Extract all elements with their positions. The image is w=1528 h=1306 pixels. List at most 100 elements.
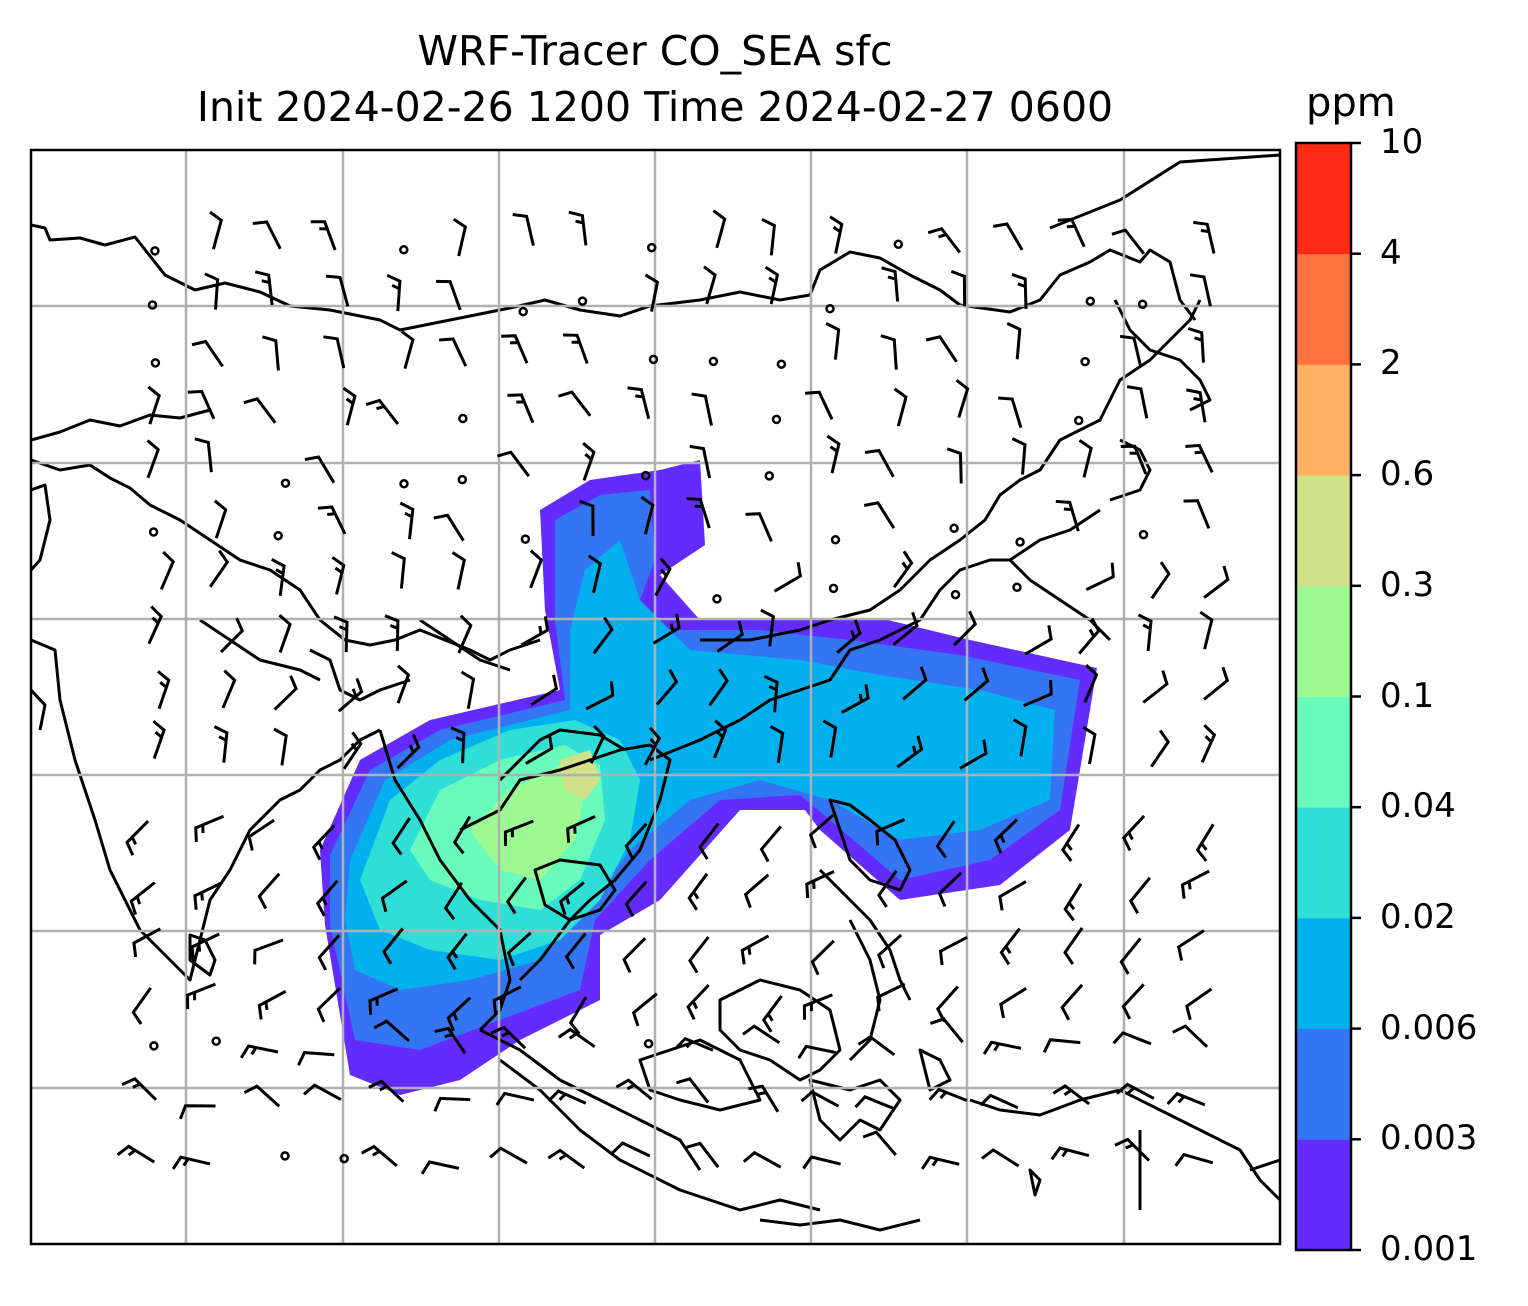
wind-barb: [1150, 729, 1171, 768]
wind-barb: [391, 551, 406, 589]
wind-barb: [998, 880, 1027, 911]
colorbar-segment: [1296, 143, 1351, 255]
wind-barb: [116, 1144, 156, 1164]
wind-barb-calm: [577, 296, 588, 306]
wind-barb: [881, 266, 900, 302]
wind-barb: [992, 222, 1024, 251]
wind-barb: [935, 820, 956, 859]
wind-barb: [323, 335, 346, 369]
wind-barb: [808, 813, 835, 849]
colorbar-segment: [1296, 585, 1351, 697]
wind-barb: [1189, 273, 1212, 307]
wind-barb: [716, 620, 744, 653]
wind-barb: [568, 210, 588, 246]
colorbar-tick-label: 10: [1380, 122, 1424, 162]
wind-barb-calm: [1137, 299, 1148, 310]
wind-barb-calm: [457, 474, 468, 485]
wind-barb: [1085, 562, 1115, 591]
wind-barb: [802, 993, 833, 1020]
wind-barb: [1199, 610, 1214, 650]
wind-barb: [712, 209, 727, 249]
colorbar-segment: [1296, 253, 1351, 365]
wind-barb: [451, 551, 466, 590]
wind-barb-calm: [148, 527, 159, 537]
wind-barb: [764, 265, 780, 305]
wind-barb: [1166, 1091, 1206, 1107]
wind-barb: [963, 667, 990, 702]
wind-barb: [1012, 718, 1028, 757]
wind-barb: [391, 817, 411, 856]
wind-barb: [708, 668, 729, 707]
wind-barb: [507, 393, 535, 424]
wind-barb: [864, 448, 895, 478]
wind-barb: [624, 822, 648, 860]
wind-barb: [568, 996, 588, 1035]
wind-barb-calm: [1073, 415, 1084, 426]
wind-barb: [457, 614, 473, 654]
wind-barb: [686, 497, 711, 529]
wind-barb: [125, 820, 150, 856]
wind-barb: [687, 872, 709, 911]
colorbar-segment: [1296, 917, 1351, 1030]
wind-barb: [920, 1155, 960, 1170]
wind-barb: [436, 279, 462, 311]
wind-barb: [840, 684, 870, 714]
wind-barb: [624, 880, 648, 918]
wind-barb: [501, 334, 529, 364]
wind-barb: [800, 1090, 840, 1108]
wind-barb: [927, 226, 961, 254]
wind-barb: [1177, 929, 1205, 961]
wind-barb: [433, 513, 465, 542]
wind-barb-calm: [1085, 296, 1096, 306]
wind-barb: [566, 815, 596, 843]
colorbar-tick-label: 0.003: [1380, 1118, 1478, 1159]
wind-barb-calm: [280, 1151, 290, 1161]
wind-barb: [760, 608, 775, 647]
wind-barb: [1057, 217, 1086, 248]
wind-barb: [438, 337, 468, 367]
wind-barb-calm: [1012, 582, 1022, 593]
wind-barb: [368, 987, 399, 1015]
tracer-plume: [320, 460, 1097, 1095]
wind-barb: [1011, 437, 1027, 475]
colorbar-tick-label: 0.1: [1380, 675, 1435, 716]
wind-barb: [1121, 814, 1146, 852]
wind-barb: [1126, 385, 1149, 419]
wind-barb: [496, 450, 530, 478]
wind-barb: [316, 987, 341, 1023]
wind-barb-calm: [1138, 529, 1149, 540]
wind-barb: [131, 987, 152, 1025]
wind-barb: [187, 389, 216, 420]
wind-barb: [877, 933, 903, 969]
wind-barb: [1060, 983, 1084, 1021]
wind-barb: [802, 1155, 841, 1170]
colorbar-tick-label: 0.006: [1380, 1007, 1478, 1048]
colorbar-tick-label: 0.02: [1380, 896, 1456, 937]
wind-barb: [579, 499, 595, 537]
wind-barb-calm: [893, 239, 904, 250]
wind-barb: [547, 1148, 586, 1170]
wind-barb: [450, 726, 466, 764]
map-frame: [29, 148, 1282, 1246]
wind-barb: [1023, 679, 1053, 708]
wind-barb: [221, 669, 237, 709]
wind-barb: [1193, 220, 1216, 254]
wind-barb: [243, 397, 277, 424]
wind-barb-calm: [643, 1038, 654, 1049]
wind-barb: [946, 447, 963, 484]
gridlines: [31, 150, 1280, 1244]
colorbar-segment: [1296, 807, 1351, 919]
wind-barb: [147, 605, 163, 645]
wind-barb: [420, 1160, 460, 1175]
wind-barb: [254, 270, 274, 306]
wind-barb-calm: [646, 242, 657, 253]
wind-barb: [342, 386, 357, 426]
wind-barb-calm: [1015, 537, 1025, 547]
wind-barb: [243, 1084, 281, 1108]
wind-barb: [157, 670, 171, 710]
wind-barb: [1200, 724, 1217, 764]
wind-barb: [691, 392, 713, 426]
wind-barb-calm: [1080, 356, 1090, 367]
wind-barb: [713, 719, 728, 759]
wind-barb: [644, 273, 660, 312]
